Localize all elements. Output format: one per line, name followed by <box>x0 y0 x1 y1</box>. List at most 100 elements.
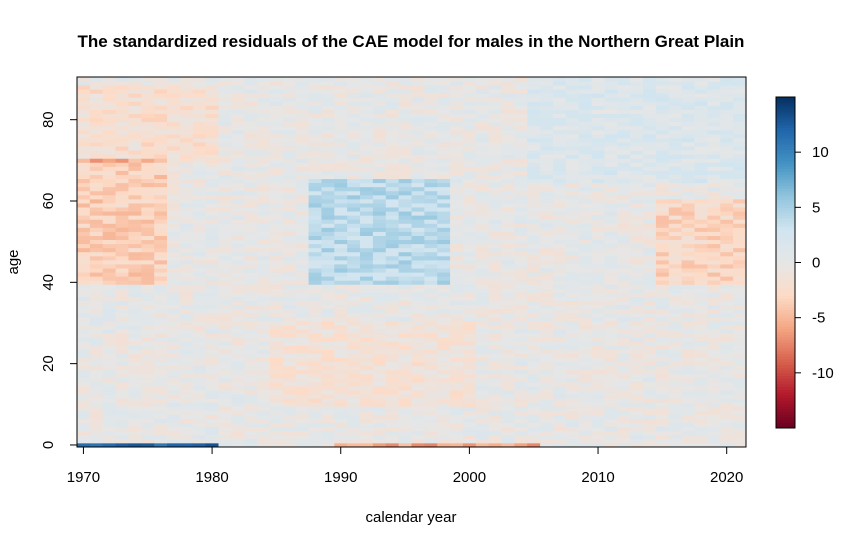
heatmap-cell <box>411 81 425 86</box>
heatmap-cell <box>450 89 464 94</box>
heatmap-cell <box>257 422 271 428</box>
heatmap-cell <box>295 117 309 123</box>
heatmap-cell <box>617 166 631 171</box>
heatmap-cell <box>231 77 245 82</box>
heatmap-cell <box>450 182 464 188</box>
heatmap-cell <box>398 81 412 86</box>
heatmap-cell <box>295 137 309 143</box>
heatmap-cell <box>565 284 580 289</box>
heatmap-cell <box>115 129 129 135</box>
heatmap-cell <box>192 386 207 391</box>
heatmap-cell <box>115 211 129 216</box>
heatmap-cell <box>179 190 194 196</box>
heatmap-cell <box>694 259 708 265</box>
heatmap-cell <box>733 251 747 257</box>
heatmap-cell <box>720 280 734 285</box>
heatmap-cell <box>89 394 104 399</box>
heatmap-cell <box>77 373 91 379</box>
heatmap-cell <box>655 207 670 212</box>
heatmap-cell <box>527 308 541 314</box>
heatmap-cell <box>553 414 567 419</box>
heatmap-cell <box>527 312 541 318</box>
heatmap-cell <box>694 377 708 383</box>
heatmap-cell <box>501 235 515 241</box>
heatmap-cell <box>462 414 477 419</box>
heatmap-cell <box>668 288 683 293</box>
heatmap-cell <box>205 101 219 106</box>
heatmap-cell <box>115 288 129 293</box>
heatmap-cell <box>89 402 104 407</box>
heatmap-cell <box>218 268 232 273</box>
heatmap-cell <box>424 174 438 180</box>
heatmap-cell <box>360 377 374 383</box>
heatmap-cell <box>141 182 155 188</box>
heatmap-cell <box>578 398 593 403</box>
heatmap-cell <box>102 190 116 196</box>
heatmap-cell <box>527 227 541 232</box>
heatmap-cell <box>694 85 708 90</box>
heatmap-cell <box>77 304 91 310</box>
heatmap-cell <box>681 97 695 102</box>
heatmap-cell <box>553 268 567 273</box>
heatmap-cell <box>360 264 374 269</box>
heatmap-cell <box>733 353 747 358</box>
heatmap-cell <box>154 312 168 318</box>
heatmap-cell <box>398 85 412 90</box>
heatmap-cell <box>308 170 322 175</box>
heatmap-cell <box>462 211 477 216</box>
heatmap-cell <box>643 150 657 155</box>
heatmap-cell <box>655 239 670 245</box>
heatmap-cell <box>321 430 335 436</box>
heatmap-cell <box>360 117 374 123</box>
heatmap-cell <box>269 239 284 245</box>
heatmap-cell <box>501 304 515 310</box>
heatmap-cell <box>617 251 631 257</box>
heatmap-cell <box>655 97 670 102</box>
heatmap-cell <box>128 223 142 228</box>
heatmap-cell <box>192 377 207 383</box>
heatmap-cell <box>720 365 734 371</box>
heatmap-cell <box>218 394 232 399</box>
heatmap-cell <box>437 320 451 326</box>
heatmap-cell <box>488 377 502 383</box>
heatmap-cell <box>141 133 155 139</box>
heatmap-cell <box>411 276 425 281</box>
heatmap-cell <box>167 207 181 212</box>
heatmap-cell <box>360 259 374 265</box>
heatmap-cell <box>591 162 605 167</box>
heatmap-cell <box>244 223 258 228</box>
heatmap-cell <box>668 166 683 171</box>
heatmap-cell <box>707 142 721 147</box>
heatmap-cell <box>141 320 155 326</box>
heatmap-cell <box>218 264 232 269</box>
heatmap-cell <box>282 166 297 171</box>
heatmap-cell <box>681 77 695 82</box>
heatmap-cell <box>681 337 695 342</box>
heatmap-cell <box>668 329 683 334</box>
heatmap-cell <box>707 349 721 354</box>
heatmap-cell <box>707 89 721 94</box>
heatmap-cell <box>707 150 721 155</box>
heatmap-cell <box>218 182 232 188</box>
heatmap-cell <box>154 386 168 391</box>
heatmap-cell <box>437 304 451 310</box>
heatmap-cell <box>347 89 361 94</box>
heatmap-cell <box>591 390 605 395</box>
heatmap-cell <box>269 198 284 204</box>
heatmap-cell <box>411 430 425 436</box>
heatmap-cell <box>308 394 322 399</box>
heatmap-cell <box>154 81 168 86</box>
heatmap-cell <box>630 349 644 354</box>
heatmap-cell <box>565 247 580 253</box>
heatmap-cell <box>321 109 335 114</box>
heatmap-cell <box>514 243 528 249</box>
heatmap-cell <box>540 288 554 293</box>
heatmap-cell <box>308 308 322 314</box>
colorbar-segment <box>776 113 795 117</box>
heatmap-cell <box>102 373 116 379</box>
heatmap-cell <box>411 264 425 269</box>
heatmap-cell <box>565 365 580 371</box>
heatmap-cell <box>681 329 695 334</box>
heatmap-cell <box>617 211 631 216</box>
heatmap-cell <box>154 394 168 399</box>
